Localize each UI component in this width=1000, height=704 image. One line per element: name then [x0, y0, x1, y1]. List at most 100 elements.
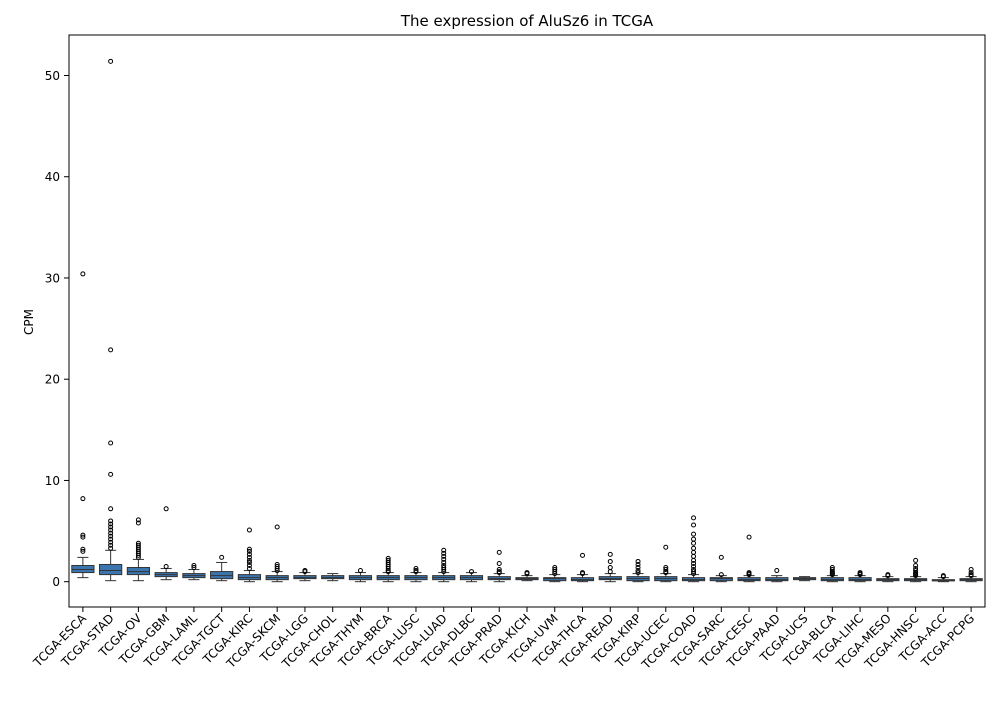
- y-axis-label: CPM: [22, 309, 36, 335]
- outlier-tcga-stad-2: [108, 539, 114, 545]
- outlier-tcga-kirp-4: [635, 558, 641, 564]
- outlier-tcga-kirc-1: [246, 562, 252, 568]
- outlier-tcga-stad-9: [108, 518, 114, 524]
- outlier-tcga-lgg-1: [302, 568, 308, 574]
- y-tick-label-50: 50: [45, 69, 60, 83]
- outlier-tcga-stad-5: [108, 530, 114, 536]
- outlier-tcga-luad-2: [441, 565, 447, 571]
- outlier-tcga-lusc-1: [413, 568, 419, 574]
- outlier-tcga-coad-3: [691, 564, 697, 570]
- outlier-tcga-kirc-5: [246, 551, 252, 557]
- outlier-tcga-sarc-0: [718, 572, 724, 578]
- outlier-tcga-blca-4: [829, 567, 835, 573]
- outlier-tcga-blca-5: [829, 565, 835, 571]
- outlier-tcga-coad-4: [691, 560, 697, 566]
- outlier-tcga-acc-1: [940, 573, 946, 579]
- box-tcga-tgct: [210, 571, 234, 580]
- outlier-tcga-stad-12: [108, 440, 114, 446]
- outlier-tcga-gbm-1: [163, 506, 169, 512]
- outlier-tcga-stad-10: [108, 506, 114, 512]
- y-tick-label-10: 10: [45, 474, 60, 488]
- outlier-tcga-coad-7: [691, 549, 697, 555]
- outlier-tcga-ov-6: [135, 542, 141, 548]
- outlier-tcga-stad-0: [108, 545, 114, 551]
- outlier-tcga-stad-14: [108, 58, 114, 64]
- outlier-tcga-stad-8: [108, 521, 114, 527]
- outlier-tcga-ucec-4: [663, 544, 669, 550]
- outlier-tcga-lihc-2: [857, 570, 863, 576]
- outlier-tcga-coad-11: [691, 531, 697, 537]
- outlier-tcga-read-0: [607, 569, 613, 575]
- outlier-tcga-lusc-2: [413, 566, 419, 572]
- outlier-tcga-kirc-4: [246, 554, 252, 560]
- outlier-tcga-prad-3: [496, 560, 502, 566]
- y-tick-label-40: 40: [45, 170, 60, 184]
- outlier-tcga-kirp-3: [635, 561, 641, 567]
- outlier-tcga-kirc-7: [246, 546, 252, 552]
- outlier-tcga-hnsc-6: [913, 562, 919, 568]
- outlier-tcga-luad-7: [441, 550, 447, 556]
- outlier-tcga-ucec-2: [663, 567, 669, 573]
- outlier-tcga-pcpg-1: [968, 572, 974, 578]
- outlier-tcga-coad-8: [691, 545, 697, 551]
- outlier-tcga-luad-3: [441, 562, 447, 568]
- outlier-tcga-stad-7: [108, 524, 114, 530]
- outlier-tcga-ov-7: [135, 540, 141, 546]
- outlier-tcga-cesc-3: [746, 534, 752, 540]
- box-tcga-lihc: [848, 577, 872, 582]
- outlier-tcga-kirc-8: [246, 527, 252, 533]
- outlier-tcga-ov-9: [135, 517, 141, 523]
- outlier-tcga-esca-1: [80, 546, 86, 552]
- outlier-tcga-pcpg-2: [968, 570, 974, 576]
- box-tcga-paad: [765, 577, 789, 582]
- outlier-tcga-coad-10: [691, 536, 697, 542]
- outlier-tcga-skcm-4: [274, 524, 280, 530]
- outlier-tcga-skcm-2: [274, 564, 280, 570]
- box-tcga-esca: [71, 564, 95, 574]
- outlier-tcga-stad-13: [108, 347, 114, 353]
- outlier-tcga-kirp-2: [635, 565, 641, 571]
- outlier-tcga-brca-6: [385, 557, 391, 563]
- outlier-tcga-paad-0: [774, 568, 780, 574]
- outlier-tcga-read-2: [607, 558, 613, 564]
- outlier-tcga-kirc-3: [246, 557, 252, 563]
- outlier-tcga-luad-5: [441, 556, 447, 562]
- outlier-tcga-coad-13: [691, 515, 697, 521]
- outlier-tcga-pcpg-3: [968, 567, 974, 573]
- outlier-tcga-stad-1: [108, 542, 114, 548]
- y-tick-label-20: 20: [45, 373, 60, 387]
- outlier-tcga-brca-7: [385, 555, 391, 561]
- outlier-tcga-thym-0: [357, 568, 363, 574]
- outlier-tcga-thca-2: [580, 552, 586, 558]
- outlier-tcga-kirc-6: [246, 548, 252, 554]
- outlier-tcga-esca-5: [80, 271, 86, 277]
- outlier-tcga-esca-0: [80, 548, 86, 554]
- chart-title: The expression of AluSz6 in TCGA: [400, 12, 654, 30]
- outlier-tcga-kich-1: [524, 570, 530, 576]
- box-tcga-read: [598, 576, 622, 581]
- outlier-tcga-laml-0: [191, 565, 197, 571]
- outlier-tcga-sarc-1: [718, 554, 724, 560]
- outlier-tcga-kirc-2: [246, 559, 252, 565]
- outlier-tcga-read-3: [607, 551, 613, 557]
- outlier-tcga-read-1: [607, 565, 613, 571]
- outlier-tcga-stad-4: [108, 533, 114, 539]
- outlier-tcga-luad-6: [441, 553, 447, 559]
- plot-area: 01020304050TCGA-ESCATCGA-STADTCGA-OVTCGA…: [30, 34, 986, 672]
- box-tcga-thca: [570, 577, 595, 582]
- outlier-tcga-coad-2: [691, 567, 697, 573]
- outlier-tcga-hnsc-4: [913, 568, 919, 574]
- outlier-tcga-coad-1: [691, 569, 697, 575]
- outlier-tcga-gbm-0: [163, 564, 169, 570]
- outlier-tcga-cesc-2: [746, 570, 752, 576]
- outlier-tcga-tgct-0: [219, 554, 225, 560]
- outlier-tcga-prad-4: [496, 549, 502, 555]
- plot-frame: [68, 34, 986, 608]
- outlier-tcga-prad-1: [496, 569, 502, 575]
- y-tick-label-0: 0: [52, 575, 60, 589]
- outlier-tcga-ov-8: [135, 520, 141, 526]
- y-tick-label-30: 30: [45, 271, 60, 285]
- outlier-tcga-stad-6: [108, 527, 114, 533]
